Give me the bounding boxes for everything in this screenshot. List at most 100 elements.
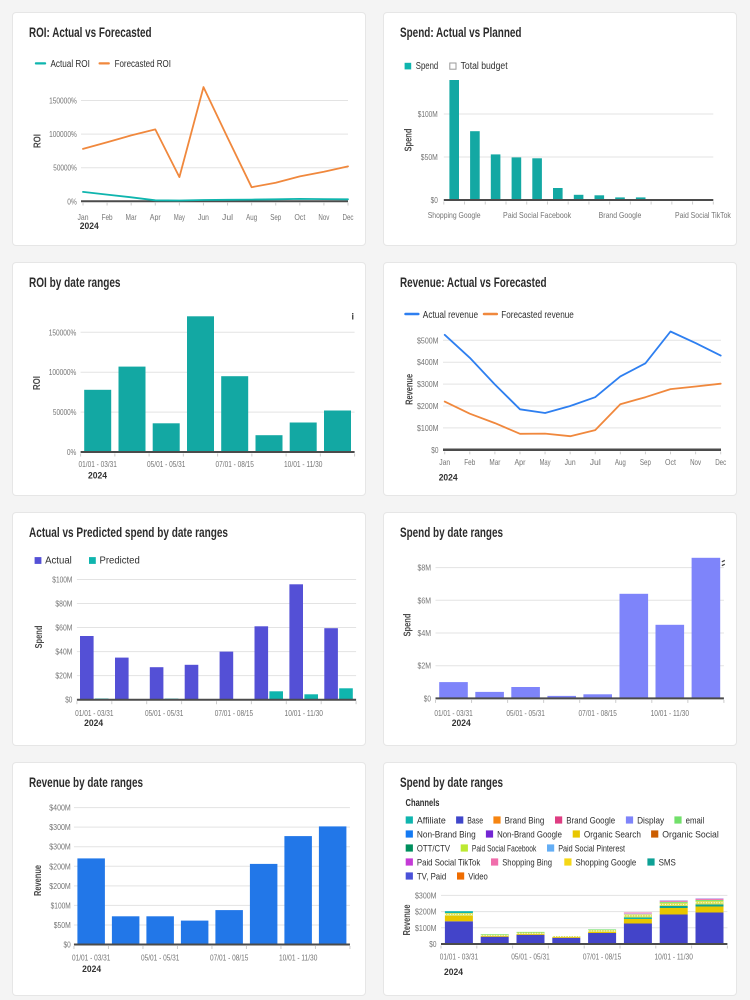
svg-text:10/01 - 11/30: 10/01 - 11/30 [285,708,324,718]
svg-text:Dec: Dec [715,457,727,467]
svg-text:Revenue: Revenue [401,904,413,935]
svg-text:$0: $0 [429,939,436,949]
svg-text:Predicted: Predicted [100,556,140,567]
svg-text:$0: $0 [431,445,438,455]
svg-text:Dec: Dec [343,212,355,222]
svg-text:Jan: Jan [78,212,89,222]
svg-text:Paid Social Facebook: Paid Social Facebook [503,210,572,220]
svg-text:Jun: Jun [565,457,576,467]
svg-text:Display: Display [637,815,665,825]
svg-text:Non-Brand Google: Non-Brand Google [497,829,562,839]
svg-text:Sep: Sep [640,457,651,467]
svg-text:$100M: $100M [52,574,72,584]
svg-text:05/01 - 05/31: 05/01 - 05/31 [147,459,186,469]
svg-text:$20M: $20M [55,671,72,681]
svg-text:07/01 - 08/15: 07/01 - 08/15 [210,953,249,963]
svg-text:Spend: Spend [34,626,45,649]
svg-text:Spend: Spend [403,614,414,637]
svg-text:Brand Google: Brand Google [599,210,642,220]
svg-text:OTT/CTV: OTT/CTV [417,843,450,853]
svg-text:$50M: $50M [54,920,71,930]
svg-text:2024: 2024 [82,964,102,975]
svg-text:150000%: 150000% [49,96,77,106]
svg-text:Actual: Actual [45,556,72,567]
svg-text:Revenue: Revenue [32,865,44,896]
svg-text:Aug: Aug [615,457,626,467]
svg-text:Apr: Apr [514,457,525,467]
svg-text:Forecasted revenue: Forecasted revenue [501,310,574,321]
svg-text:$500M: $500M [417,335,439,345]
svg-text:$100M: $100M [51,900,71,910]
svg-text:Shopping Google: Shopping Google [576,857,637,867]
svg-text:100000%: 100000% [49,129,77,139]
svg-text:Spend: Spend [416,61,438,72]
svg-text:Forecasted ROI: Forecasted ROI [115,59,171,70]
svg-text:05/01 - 05/31: 05/01 - 05/31 [511,952,550,962]
svg-text:$400M: $400M [49,803,71,813]
svg-text:Organic Search: Organic Search [584,829,641,839]
svg-text:Actual ROI: Actual ROI [51,59,90,70]
svg-text:2024: 2024 [80,221,100,232]
svg-text:$200M: $200M [415,907,437,917]
svg-text:Revenue by date ranges: Revenue by date ranges [29,774,143,790]
svg-text:0%: 0% [67,196,77,206]
svg-text:Apr: Apr [150,212,161,222]
svg-text:05/01 - 05/31: 05/01 - 05/31 [141,953,180,963]
svg-text:ROI by date ranges: ROI by date ranges [29,274,121,290]
svg-text:10/01 - 11/30: 10/01 - 11/30 [284,459,323,469]
svg-text:Total budget: Total budget [461,61,508,72]
svg-text:$80M: $80M [55,599,72,609]
svg-text:Revenue: Actual vs Forecasted: Revenue: Actual vs Forecasted [400,274,547,290]
svg-text:Sep: Sep [270,212,281,222]
svg-text:May: May [174,212,186,222]
svg-text:07/01 - 08/15: 07/01 - 08/15 [583,952,622,962]
svg-text:100000%: 100000% [49,367,77,377]
svg-text:$8M: $8M [418,563,432,573]
svg-text:email: email [686,815,705,825]
svg-text:Jul: Jul [590,457,601,467]
svg-text:10/01 - 11/30: 10/01 - 11/30 [279,953,318,963]
svg-text:01/01 - 03/31: 01/01 - 03/31 [72,953,111,963]
svg-text:$100M: $100M [417,423,439,433]
svg-text:05/01 - 05/31: 05/01 - 05/31 [145,708,184,718]
svg-text:150000%: 150000% [49,327,77,337]
svg-text:Spend by date ranges: Spend by date ranges [400,524,503,540]
svg-text:$100M: $100M [418,109,438,119]
svg-text:Nov: Nov [690,457,702,467]
svg-text:Mar: Mar [489,457,500,467]
svg-text:Brand Bing: Brand Bing [505,815,545,825]
svg-text:Aug: Aug [246,212,257,222]
svg-text:07/01 - 08/15: 07/01 - 08/15 [579,708,618,718]
svg-text:$300M: $300M [417,379,439,389]
svg-text:07/01 - 08/15: 07/01 - 08/15 [216,459,255,469]
svg-text:Paid Social TikTok: Paid Social TikTok [675,210,732,220]
svg-text:SMS: SMS [659,857,676,867]
svg-text:Feb: Feb [102,212,113,222]
svg-text:TV, Paid: TV, Paid [417,871,446,881]
svg-text:ROI: ROI [32,134,43,148]
svg-text:Brand Google: Brand Google [566,815,615,825]
svg-text:Spend by date ranges: Spend by date ranges [400,774,503,790]
svg-text:Organic Social: Organic Social [662,829,719,839]
svg-text:$40M: $40M [55,647,72,657]
svg-text:Actual revenue: Actual revenue [423,310,479,321]
svg-text:Paid Social TikTok: Paid Social TikTok [417,857,481,867]
svg-text:$400M: $400M [417,357,439,367]
svg-text:2024: 2024 [88,471,108,482]
svg-text:Base: Base [467,815,483,825]
svg-text:2024: 2024 [444,967,464,978]
svg-text:Non-Brand Bing: Non-Brand Bing [417,829,476,839]
svg-text:Spend: Actual vs Planned: Spend: Actual vs Planned [400,24,522,40]
svg-text:Nov: Nov [318,212,330,222]
svg-text:Shopping Google: Shopping Google [428,210,481,220]
svg-text:$0: $0 [65,695,72,705]
svg-text:$200M: $200M [49,881,71,891]
svg-text:01/01 - 03/31: 01/01 - 03/31 [434,708,473,718]
svg-text:05/01 - 05/31: 05/01 - 05/31 [506,708,545,718]
svg-text:10/01 - 11/30: 10/01 - 11/30 [651,708,690,718]
svg-text:Jan: Jan [439,457,450,467]
svg-text:$60M: $60M [55,623,72,633]
svg-text:50000%: 50000% [53,407,77,417]
svg-text:01/01 - 03/31: 01/01 - 03/31 [440,952,479,962]
svg-text:$300M: $300M [415,890,437,900]
